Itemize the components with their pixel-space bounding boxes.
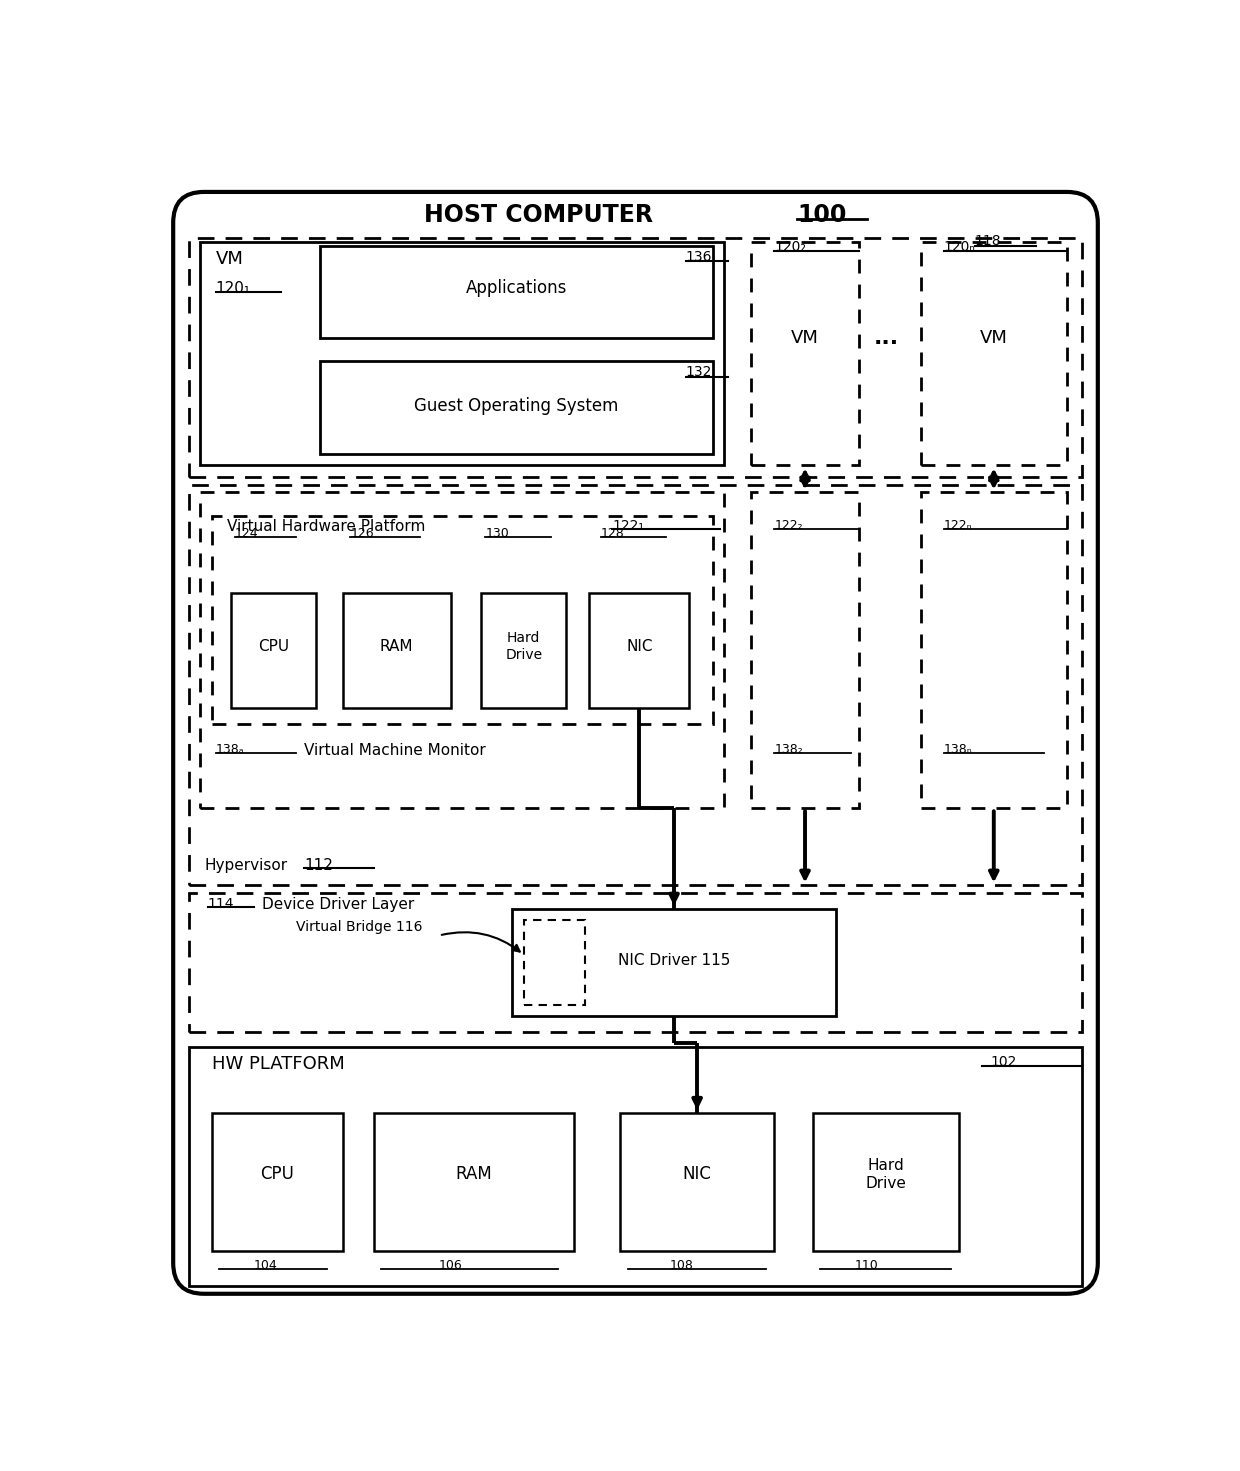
Bar [751,243,859,465]
Bar [188,1047,1083,1286]
Bar [212,1112,342,1252]
Text: Virtual Bridge 116: Virtual Bridge 116 [296,919,423,934]
Text: 138ₙ: 138ₙ [944,743,972,756]
Text: 130: 130 [485,527,508,540]
Text: NIC: NIC [683,1165,712,1183]
Text: 100: 100 [797,203,847,228]
Text: Hard
Drive: Hard Drive [505,631,542,662]
FancyBboxPatch shape [174,191,1097,1294]
Bar [212,515,713,724]
Bar [320,246,713,338]
Text: 106: 106 [439,1259,463,1272]
Text: VM: VM [791,330,818,347]
Text: 108: 108 [670,1259,693,1272]
Text: HOST COMPUTER: HOST COMPUTER [424,203,662,228]
Text: 122₂: 122₂ [774,519,802,533]
Bar [188,238,1083,477]
Bar [589,593,689,708]
Bar [342,593,450,708]
Text: Guest Operating System: Guest Operating System [414,397,619,415]
Bar [920,243,1066,465]
Bar [512,909,836,1016]
Bar [620,1112,774,1252]
Text: CPU: CPU [258,638,289,655]
Text: 120₁: 120₁ [216,281,250,296]
Bar [523,919,585,1005]
Text: Applications: Applications [465,279,567,297]
Text: Hypervisor: Hypervisor [205,859,288,874]
Bar [320,362,713,455]
Text: 136: 136 [686,250,712,263]
Text: Device Driver Layer: Device Driver Layer [262,897,414,912]
Text: NIC: NIC [626,638,652,655]
Text: 102: 102 [990,1055,1017,1069]
Bar [920,493,1066,809]
Text: 122₁: 122₁ [613,519,645,534]
Bar [373,1112,574,1252]
Bar [812,1112,959,1252]
Text: 132: 132 [686,365,712,380]
Text: 128: 128 [601,527,625,540]
Bar [188,485,1083,886]
Bar [188,893,1083,1031]
Text: 122ₙ: 122ₙ [944,519,972,533]
Bar [200,493,724,809]
Text: CPU: CPU [260,1165,294,1183]
Bar [231,593,316,708]
Text: ...: ... [873,328,899,349]
Bar [200,243,724,465]
Bar [751,493,859,809]
Text: 114: 114 [208,897,234,911]
Text: 124: 124 [234,527,258,540]
Text: 110: 110 [854,1259,878,1272]
Text: 112: 112 [304,859,334,874]
Bar [481,593,567,708]
Text: 118: 118 [975,234,1001,249]
Text: 120ₙ: 120ₙ [944,240,976,253]
Text: Virtual Hardware Platform: Virtual Hardware Platform [227,519,425,534]
Text: RAM: RAM [379,638,413,655]
Text: RAM: RAM [455,1165,492,1183]
Text: VM: VM [216,250,243,268]
Text: NIC Driver 115: NIC Driver 115 [618,953,730,968]
Text: 104: 104 [254,1259,278,1272]
Text: Virtual Machine Monitor: Virtual Machine Monitor [304,743,486,758]
Text: VM: VM [980,330,1008,347]
Text: 138₂: 138₂ [774,743,804,756]
Text: HW PLATFORM: HW PLATFORM [212,1055,345,1072]
Text: 120₂: 120₂ [774,240,806,253]
Text: 126: 126 [351,527,374,540]
Text: 138ₐ: 138ₐ [216,743,244,756]
Text: Hard
Drive: Hard Drive [866,1158,906,1190]
